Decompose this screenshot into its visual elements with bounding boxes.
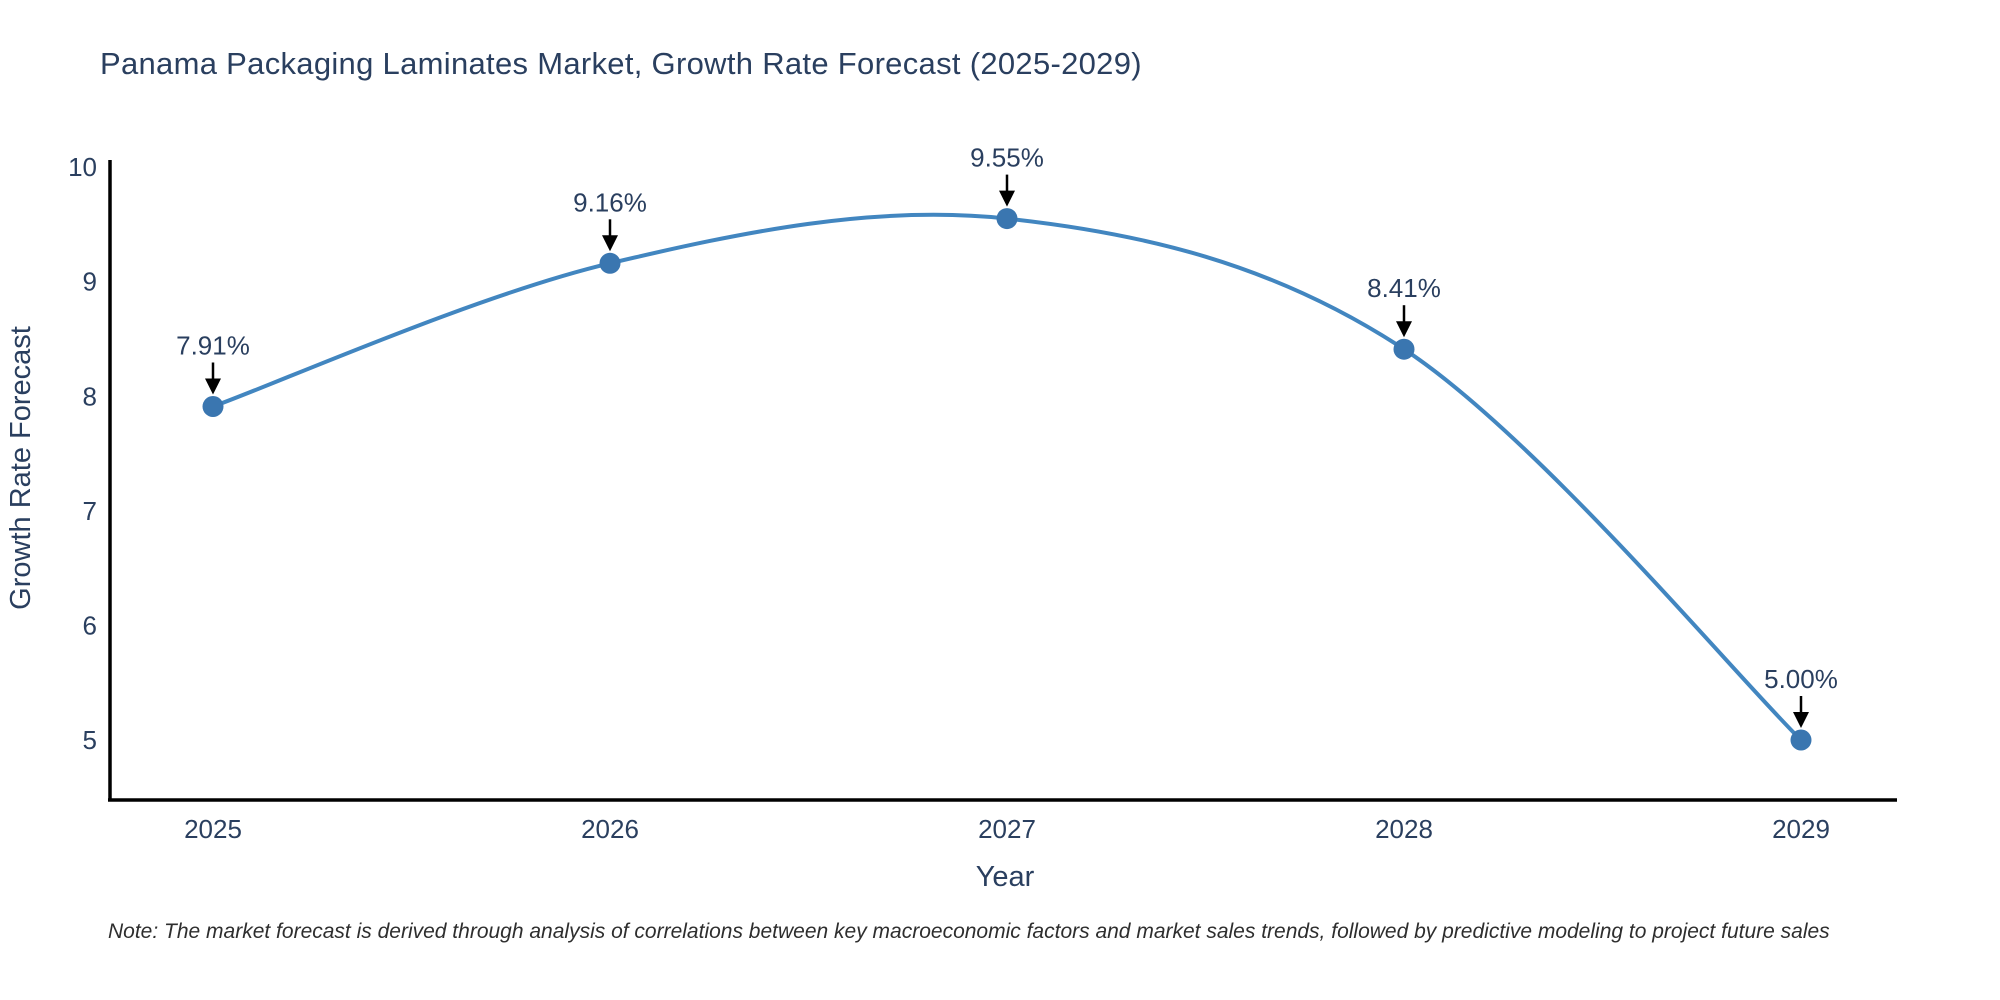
footnote: Note: The market forecast is derived thr…	[108, 920, 1830, 943]
y-tick-label: 6	[83, 611, 97, 641]
point-value-label: 9.55%	[970, 143, 1044, 173]
growth-rate-line	[211, 212, 1803, 742]
annotation-arrow-head	[1793, 712, 1809, 728]
y-tick-label: 8	[83, 381, 97, 411]
y-axis-title: Growth Rate Forecast	[5, 326, 37, 610]
point-value-label: 7.91%	[176, 331, 250, 361]
x-tick-label: 2028	[1375, 814, 1433, 844]
x-tick-label: 2027	[978, 814, 1036, 844]
data-point-marker	[1790, 729, 1812, 751]
y-tick-label: 7	[83, 496, 97, 526]
data-point-marker	[996, 208, 1018, 230]
chart-title: Panama Packaging Laminates Market, Growt…	[100, 46, 1142, 81]
annotation-arrow-head	[999, 190, 1015, 207]
y-tick-label: 9	[83, 267, 97, 297]
x-tick-label: 2025	[184, 814, 242, 844]
point-value-label: 9.16%	[573, 187, 647, 217]
y-tick-label: 5	[83, 725, 97, 755]
series-line	[202, 208, 1812, 751]
annotation-arrow-head	[1396, 321, 1412, 338]
point-value-label: 8.41%	[1367, 273, 1441, 303]
data-point-marker	[599, 252, 621, 274]
data-point-marker	[1393, 338, 1415, 360]
annotation-arrow-head	[205, 378, 221, 395]
annotation-arrow-head	[602, 235, 618, 252]
point-value-label: 5.00%	[1764, 664, 1838, 694]
y-tick-label: 10	[68, 152, 97, 182]
point-annotations: 7.91% 9.16% 9.55% 8.41% 5.00%	[176, 143, 1838, 728]
tick-labels: 5 6 7 8 9 10 2025 2026 2027 2028 2029	[68, 152, 1830, 844]
x-axis-title: Year	[976, 861, 1035, 893]
data-point-marker	[202, 396, 224, 417]
x-tick-label: 2026	[581, 814, 639, 844]
axes	[108, 160, 1897, 802]
x-tick-label: 2029	[1772, 814, 1830, 844]
